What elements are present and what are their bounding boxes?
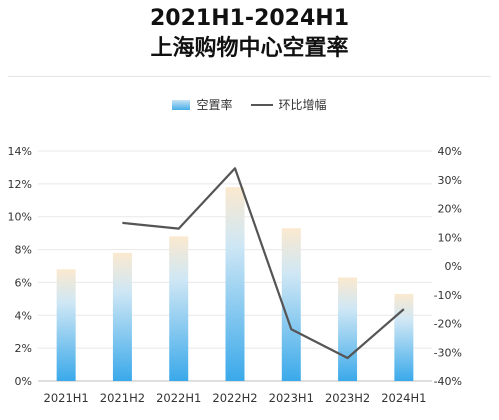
y-right-tick-label: 0% — [445, 260, 462, 273]
legend-line-label: 环比增幅 — [278, 98, 327, 112]
x-tick-label: 2023H2 — [325, 391, 370, 405]
y-left-tick-label: 14% — [8, 145, 32, 158]
bars — [56, 187, 414, 381]
legend-line-swatch — [250, 103, 273, 106]
bar — [225, 187, 245, 381]
x-tick-label: 2021H2 — [100, 391, 145, 405]
title-divider — [8, 76, 491, 77]
legend-bar-swatch — [172, 99, 191, 110]
title-block: 2021H1-2024H1 上海购物中心空置率 — [0, 4, 499, 64]
y-right-tick-label: 40% — [438, 145, 462, 158]
y-right-tick-label: -30% — [434, 346, 462, 359]
y-left-tick-label: 10% — [8, 211, 32, 224]
legend-bar-label: 空置率 — [196, 98, 233, 112]
y-left-tick-label: 0% — [15, 375, 32, 388]
y-left-labels: 0% 2% 4% 6% 8% 10% 12% 14% — [8, 145, 32, 388]
x-tick-label: 2022H2 — [212, 391, 257, 405]
x-tick-label: 2022H1 — [156, 391, 201, 405]
y-right-tick-label: 10% — [438, 231, 462, 244]
y-right-tick-label: -10% — [434, 289, 462, 302]
bar — [281, 228, 301, 381]
x-tick-label: 2024H1 — [381, 391, 426, 405]
y-right-labels: -40% -30% -20% -10% 0% 10% 20% 30% 40% — [434, 145, 462, 388]
y-left-tick-label: 6% — [15, 276, 32, 289]
x-tick-label: 2021H1 — [44, 391, 89, 405]
y-left-tick-label: 4% — [15, 309, 32, 322]
y-left-tick-label: 12% — [8, 178, 32, 191]
chart-subtitle: 上海购物中心空置率 — [150, 36, 349, 61]
bar — [112, 252, 132, 381]
line-series-path — [122, 167, 405, 360]
bar — [338, 277, 358, 381]
y-right-tick-label: 20% — [438, 203, 462, 216]
bar — [169, 236, 189, 381]
x-tick-label: 2023H1 — [269, 391, 314, 405]
y-right-tick-label: -20% — [434, 318, 462, 331]
legend-item-line: 环比增幅 — [250, 96, 327, 113]
y-left-tick-label: 8% — [15, 244, 32, 257]
y-right-tick-label: -40% — [434, 375, 462, 388]
x-labels: 2021H1 2021H2 2022H1 2022H2 2023H1 2023H2 2024… — [44, 391, 427, 405]
bar — [394, 293, 414, 381]
chart-title: 2021H1-2024H1 — [149, 6, 350, 31]
legend: 空置率 环比增幅 — [0, 96, 499, 113]
y-right-tick-label: 30% — [438, 174, 462, 187]
bar — [56, 269, 76, 381]
legend-item-bar: 空置率 — [172, 96, 233, 113]
line-series — [122, 167, 405, 360]
y-left-tick-label: 2% — [15, 342, 32, 355]
